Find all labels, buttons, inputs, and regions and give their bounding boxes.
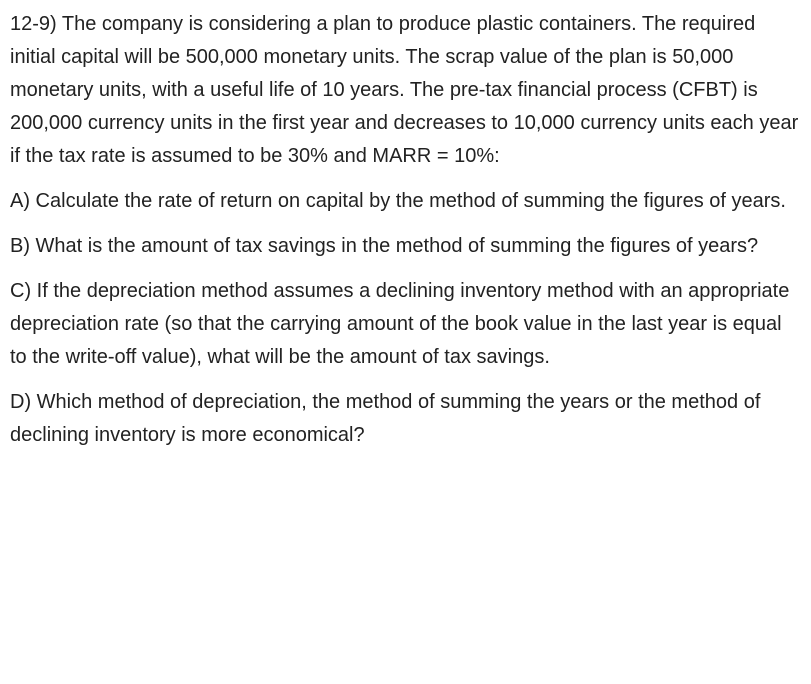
problem-intro: 12-9) The company is considering a plan … [10, 8, 801, 173]
problem-part-d: D) Which method of depreciation, the met… [10, 386, 801, 452]
problem-part-c: C) If the depreciation method assumes a … [10, 275, 801, 374]
problem-part-b: B) What is the amount of tax savings in … [10, 230, 801, 263]
problem-part-a: A) Calculate the rate of return on capit… [10, 185, 801, 218]
